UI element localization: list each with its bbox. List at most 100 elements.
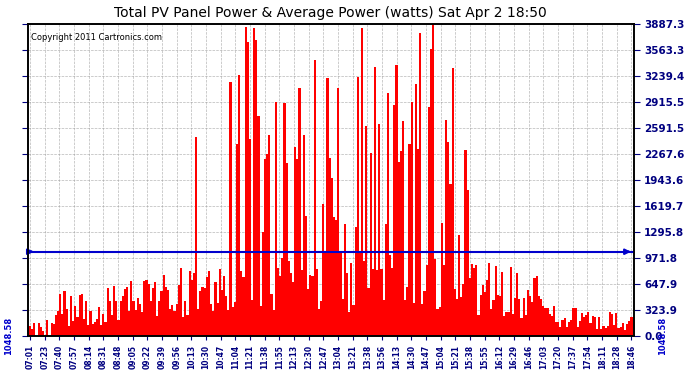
- Bar: [130, 281, 132, 336]
- Bar: [516, 273, 518, 336]
- Bar: [538, 296, 540, 336]
- Bar: [156, 316, 158, 336]
- Bar: [210, 304, 213, 336]
- Bar: [419, 33, 422, 336]
- Bar: [299, 88, 301, 336]
- Bar: [477, 315, 480, 336]
- Bar: [626, 324, 629, 336]
- Bar: [94, 322, 96, 336]
- Bar: [385, 224, 387, 336]
- Bar: [583, 317, 585, 336]
- Bar: [307, 289, 309, 336]
- Bar: [598, 317, 600, 336]
- Bar: [564, 318, 566, 336]
- Bar: [124, 289, 126, 336]
- Bar: [581, 313, 583, 336]
- Bar: [266, 154, 268, 336]
- Bar: [562, 320, 564, 336]
- Bar: [247, 42, 249, 336]
- Bar: [167, 290, 169, 336]
- Bar: [609, 312, 611, 336]
- Bar: [208, 271, 210, 336]
- Bar: [402, 121, 404, 336]
- Bar: [613, 325, 615, 336]
- Bar: [33, 324, 35, 336]
- Bar: [219, 269, 221, 336]
- Bar: [408, 144, 411, 336]
- Bar: [146, 280, 148, 336]
- Bar: [63, 291, 66, 336]
- Bar: [83, 320, 85, 336]
- Bar: [126, 287, 128, 336]
- Bar: [522, 298, 525, 336]
- Bar: [169, 309, 171, 336]
- Bar: [464, 150, 466, 336]
- Bar: [29, 326, 31, 336]
- Bar: [227, 310, 230, 336]
- Bar: [411, 102, 413, 336]
- Bar: [111, 315, 113, 336]
- Bar: [70, 296, 72, 336]
- Bar: [482, 285, 484, 336]
- Bar: [240, 271, 242, 336]
- Bar: [197, 309, 199, 336]
- Text: 1048.58: 1048.58: [3, 317, 13, 355]
- Bar: [520, 318, 522, 336]
- Bar: [79, 295, 81, 336]
- Bar: [230, 82, 232, 336]
- Bar: [602, 326, 604, 336]
- Bar: [305, 216, 307, 336]
- Bar: [195, 137, 197, 336]
- Bar: [533, 278, 535, 336]
- Bar: [417, 149, 419, 336]
- Bar: [163, 275, 165, 336]
- Bar: [236, 144, 238, 336]
- Bar: [387, 93, 389, 336]
- Bar: [397, 162, 400, 336]
- Bar: [115, 300, 117, 336]
- Bar: [342, 299, 344, 336]
- Bar: [566, 327, 568, 336]
- Bar: [152, 288, 154, 336]
- Bar: [393, 105, 395, 336]
- Bar: [546, 309, 549, 336]
- Bar: [68, 326, 70, 336]
- Bar: [141, 312, 144, 336]
- Bar: [286, 164, 288, 336]
- Bar: [171, 305, 173, 336]
- Bar: [275, 102, 277, 336]
- Bar: [587, 312, 589, 336]
- Bar: [178, 285, 180, 336]
- Bar: [87, 325, 90, 336]
- Bar: [244, 27, 247, 336]
- Bar: [600, 329, 602, 336]
- Bar: [238, 75, 240, 336]
- Bar: [201, 287, 204, 336]
- Bar: [370, 153, 372, 336]
- Bar: [132, 302, 135, 336]
- Bar: [182, 317, 184, 336]
- Bar: [303, 135, 305, 336]
- Bar: [137, 297, 139, 336]
- Bar: [535, 276, 538, 336]
- Bar: [471, 264, 473, 336]
- Bar: [190, 280, 193, 336]
- Bar: [121, 296, 124, 336]
- Bar: [439, 307, 441, 336]
- Bar: [301, 270, 303, 336]
- Bar: [518, 300, 520, 336]
- Bar: [424, 291, 426, 336]
- Bar: [460, 297, 462, 336]
- Bar: [351, 262, 353, 336]
- Bar: [339, 253, 342, 336]
- Bar: [361, 28, 363, 336]
- Bar: [40, 327, 42, 336]
- Bar: [503, 316, 505, 336]
- Bar: [456, 299, 458, 336]
- Bar: [38, 324, 40, 336]
- Bar: [148, 284, 150, 336]
- Bar: [326, 78, 328, 336]
- Bar: [451, 68, 453, 336]
- Bar: [415, 84, 417, 336]
- Bar: [540, 298, 542, 336]
